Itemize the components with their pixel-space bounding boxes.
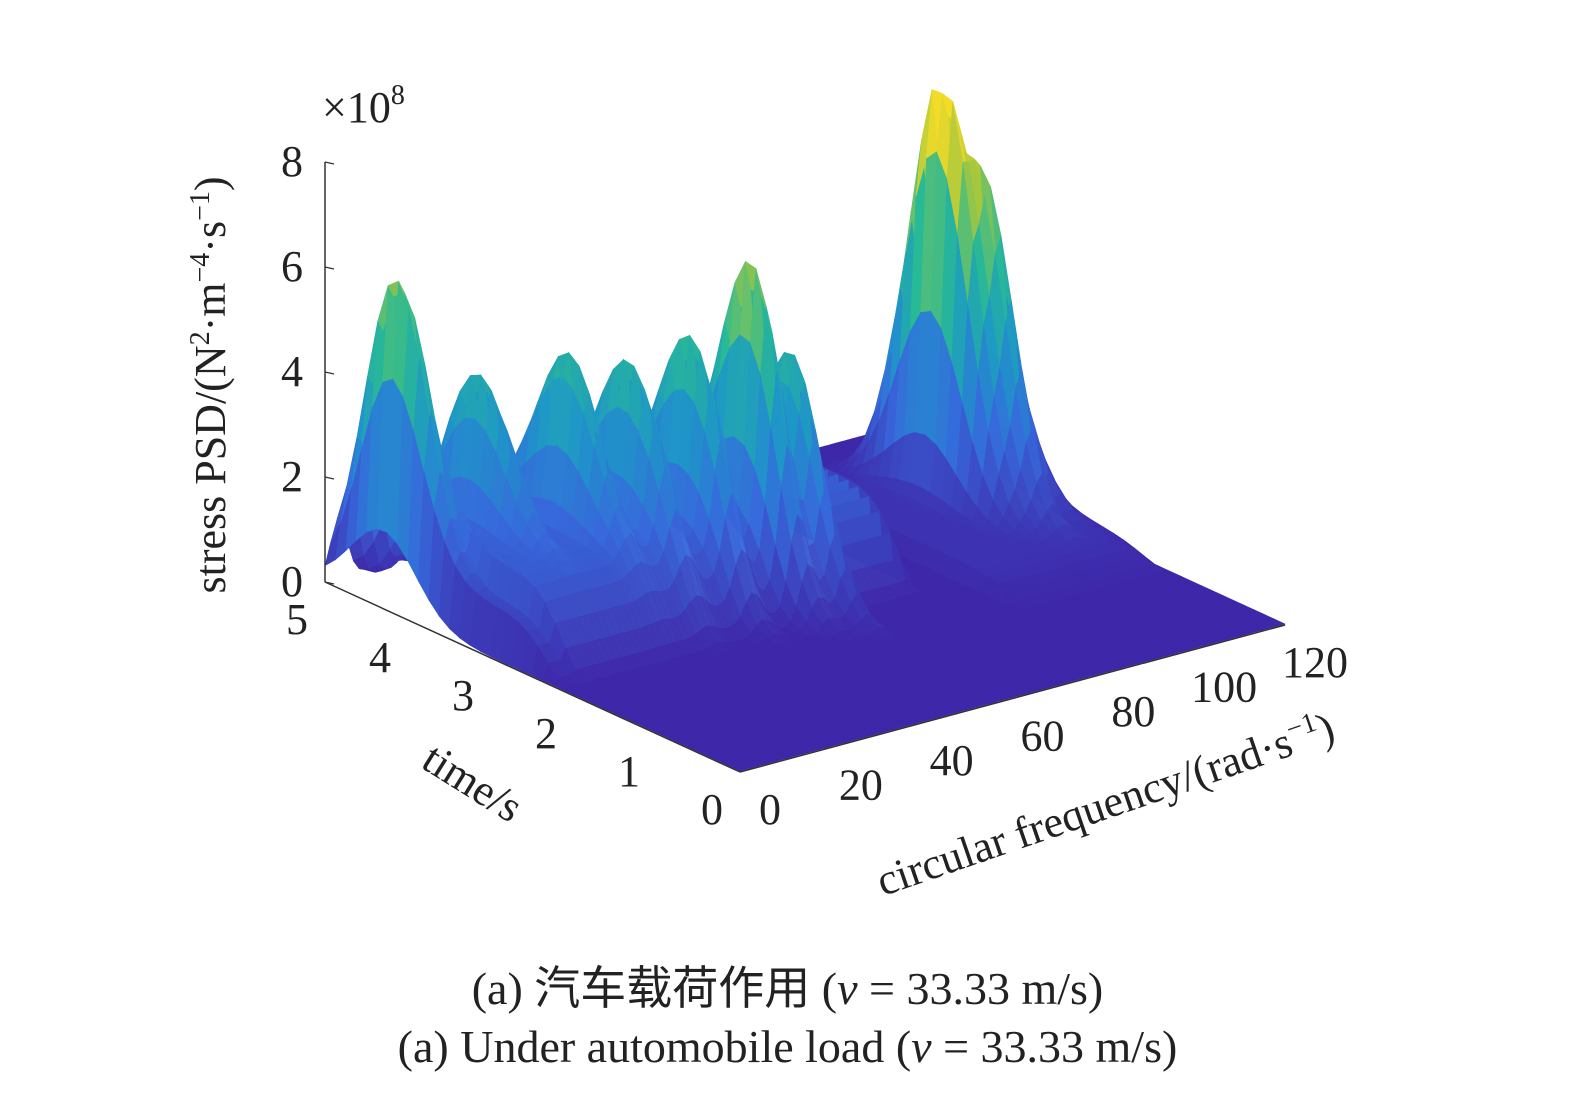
z-tick-label: 0 [281,557,303,606]
psd-surface [324,89,1286,772]
z-tick-label: 8 [281,137,303,186]
x-tick-label: 0 [759,785,781,834]
x-tick-label: 20 [839,761,883,810]
z-tick-mark [324,371,335,375]
y-tick-label: 4 [369,633,391,682]
surface-patch [1268,618,1286,626]
y-tick-label: 0 [701,785,723,834]
y-tick-label: 3 [452,671,474,720]
x-tick-label: 60 [1021,712,1065,761]
z-tick-mark [324,266,335,270]
z-tick-label: 6 [281,242,303,291]
z-tick-label: 4 [281,347,303,396]
x-axis-label: circular frequency/(rad·s−1) [870,702,1341,906]
x-tick-label: 100 [1191,663,1257,712]
x-axis-line [739,624,1286,773]
caption-english: (a) Under automobile load (v = 33.33 m/s… [397,1021,1178,1072]
y-tick-label: 1 [618,747,640,796]
z-axis-label: stress PSD/(N2·m−4·s−1) [185,176,235,593]
z-multiplier: ×108 [322,80,405,132]
y-axis-label: time/s [414,733,531,832]
x-tick-label: 120 [1282,638,1348,687]
y-tick-label: 5 [286,595,308,644]
z-tick-label: 2 [281,452,303,501]
x-tick-label: 80 [1111,687,1155,736]
y-axis-line [324,581,741,773]
caption-chinese: (a) 汽车载荷作用 (v = 33.33 m/s) [471,963,1104,1014]
z-tick-mark [324,161,335,165]
z-tick-mark [324,476,335,480]
x-tick-label: 40 [930,736,974,785]
z-tick-mark [324,581,335,585]
y-tick-label: 2 [535,709,557,758]
